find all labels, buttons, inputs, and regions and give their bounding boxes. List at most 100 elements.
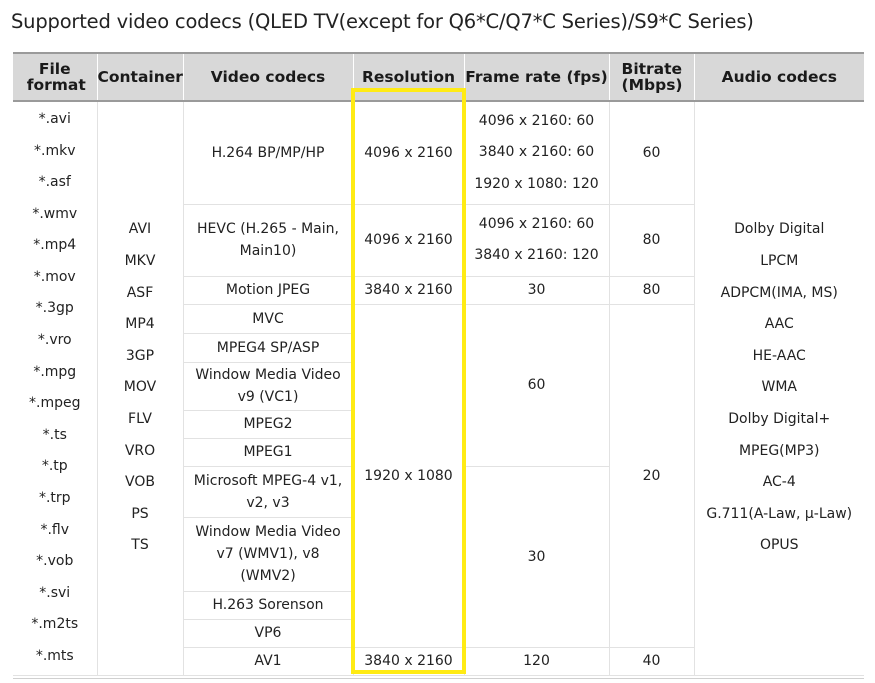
header-audio-codecs: Audio codecs	[694, 52, 864, 102]
list-item: AC-4	[762, 474, 796, 491]
list-item: AAC	[764, 316, 794, 333]
list-item: Dolby Digital+	[728, 411, 831, 428]
resolution-h264: 4096 x 2160	[352, 100, 465, 205]
table-row: VP6	[13, 618, 864, 648]
header-row: File format Container Video codecs Resol…	[13, 52, 864, 102]
table-row: Microsoft MPEG-4 v1, v2, v3 30	[13, 465, 864, 648]
codec-ms-mpeg4: Microsoft MPEG-4 v1, v2, v3	[183, 465, 354, 518]
frame-rate-item: 3840 x 2160: 60	[478, 144, 595, 160]
frame-rate-60: 60	[463, 303, 610, 467]
frame-rate-hevc: 4096 x 2160: 60 3840 x 2160: 120	[463, 203, 610, 277]
frame-rate-mjpeg: 30	[463, 275, 610, 305]
list-item: AVI	[128, 221, 152, 238]
codec-av1: AV1	[183, 646, 354, 676]
table-row: Window Media Video v9 (VC1)	[13, 361, 864, 411]
list-item: *.wmv	[32, 205, 78, 222]
header-resolution: Resolution	[353, 52, 465, 102]
bitrate-av1: 40	[608, 646, 694, 676]
list-item: ADPCM(IMA, MS)	[720, 284, 838, 301]
list-item: TS	[131, 537, 149, 554]
codec-mpeg1: MPEG1	[183, 437, 353, 467]
bitrate-h264: 60	[608, 100, 695, 205]
header-container: Container	[97, 52, 184, 102]
header-video-codecs: Video codecs	[183, 52, 354, 102]
list-item: *.flv	[40, 521, 70, 538]
codec-h264: H.264 BP/MP/HP	[182, 100, 354, 205]
codec-mjpeg: Motion JPEG	[183, 275, 354, 305]
codec-hevc: HEVC (H.265 - Main, Main10)	[183, 203, 354, 277]
list-item: VOB	[125, 474, 155, 491]
list-item: *.vro	[37, 332, 72, 349]
file-format-list: *.avi *.mkv *.asf *.wmv *.mp4 *.mov *.3g…	[13, 100, 98, 676]
table-row: MPEG4 SP/ASP	[13, 332, 864, 363]
list-item: *.3gp	[35, 300, 74, 317]
page-title: Supported video codecs (QLED TV(except f…	[11, 10, 754, 33]
list-item: *.ts	[42, 426, 67, 443]
list-item: G.711(A-Law, μ-Law)	[706, 505, 853, 522]
codec-mpeg2: MPEG2	[183, 409, 353, 439]
bitrate-mjpeg: 80	[608, 275, 694, 305]
codec-mvc: MVC	[183, 303, 354, 334]
frame-rate-av1: 120	[463, 646, 610, 676]
table-row: H.263 Sorenson	[13, 590, 864, 620]
codec-mpeg4: MPEG4 SP/ASP	[183, 332, 353, 363]
list-item: HE-AAC	[752, 347, 806, 364]
list-item: *.svi	[39, 584, 71, 601]
frame-rate-30: 30	[463, 465, 609, 648]
frame-rate-item: 4096 x 2160: 60	[478, 215, 595, 232]
list-item: MP4	[125, 316, 155, 333]
list-item: *.trp	[38, 490, 71, 507]
frame-rate-item: 1920 x 1080: 120	[474, 175, 599, 192]
resolution-av1: 3840 x 2160	[352, 646, 465, 676]
list-item: *.vob	[36, 553, 74, 570]
list-item: *.mp4	[33, 237, 77, 254]
list-item: MPEG(MP3)	[738, 442, 820, 459]
table-row: HEVC (H.265 - Main, Main10) 4096 x 2160 …	[13, 203, 864, 277]
list-item: *.asf	[38, 174, 71, 191]
table-row: MPEG2	[13, 409, 864, 439]
list-item: LPCM	[760, 253, 799, 270]
resolution-1080: 1920 x 1080	[352, 303, 465, 648]
list-item: *.mov	[33, 268, 76, 285]
list-item: ASF	[126, 284, 154, 301]
audio-codec-list: Dolby Digital LPCM ADPCM(IMA, MS) AAC HE…	[693, 100, 864, 676]
table-row: MVC 1920 x 1080 60 20	[13, 303, 864, 648]
codec-wmv9: Window Media Video v9 (VC1)	[183, 361, 353, 411]
table-row: Motion JPEG 3840 x 2160 30 80	[13, 275, 864, 305]
codec-table: File format Container Video codecs Resol…	[13, 52, 864, 676]
bitrate-20: 20	[608, 303, 694, 648]
list-item: *.mkv	[34, 142, 76, 159]
table-row: *.avi *.mkv *.asf *.wmv *.mp4 *.mov *.3g…	[13, 100, 864, 676]
list-item: *.tp	[41, 458, 68, 475]
frame-rate-h264: 4096 x 2160: 60 3840 x 2160: 60 1920 x 1…	[463, 100, 610, 205]
list-item: 3GP	[125, 347, 155, 364]
frame-rate-item: 4096 x 2160: 60	[478, 112, 595, 129]
list-item: *.mpeg	[29, 395, 81, 412]
bitrate-hevc: 80	[608, 203, 694, 277]
list-item: Dolby Digital	[734, 221, 825, 238]
divider	[13, 678, 864, 679]
list-item: FLV	[128, 411, 152, 428]
list-item: VRO	[124, 442, 156, 459]
container-list: AVI MKV ASF MP4 3GP MOV FLV VRO VOB PS T…	[96, 100, 184, 676]
resolution-mjpeg: 3840 x 2160	[352, 275, 465, 305]
list-item: WMA	[761, 379, 798, 396]
header-frame-rate: Frame rate (fps)	[464, 52, 610, 102]
header-bitrate: Bitrate (Mbps)	[609, 52, 695, 102]
table-row: MPEG1	[13, 437, 864, 467]
frame-rate-item: 3840 x 2160: 120	[474, 247, 599, 263]
list-item: *.mts	[35, 648, 74, 664]
table-row: Window Media Video v7 (WMV1), v8 (WMV2)	[13, 516, 864, 592]
resolution-hevc: 4096 x 2160	[352, 203, 465, 277]
header-file-format: File format	[13, 52, 98, 102]
list-item: MOV	[123, 379, 157, 396]
list-item: OPUS	[759, 537, 799, 554]
codec-wmv7: Window Media Video v7 (WMV1), v8 (WMV2)	[183, 516, 353, 592]
list-item: *.avi	[38, 110, 71, 127]
codec-vp6: VP6	[183, 618, 353, 648]
list-item: *.mpg	[33, 363, 77, 380]
list-item: MKV	[124, 253, 156, 270]
list-item: *.m2ts	[31, 616, 79, 633]
list-item: PS	[131, 505, 149, 522]
codec-h263: H.263 Sorenson	[183, 590, 353, 620]
